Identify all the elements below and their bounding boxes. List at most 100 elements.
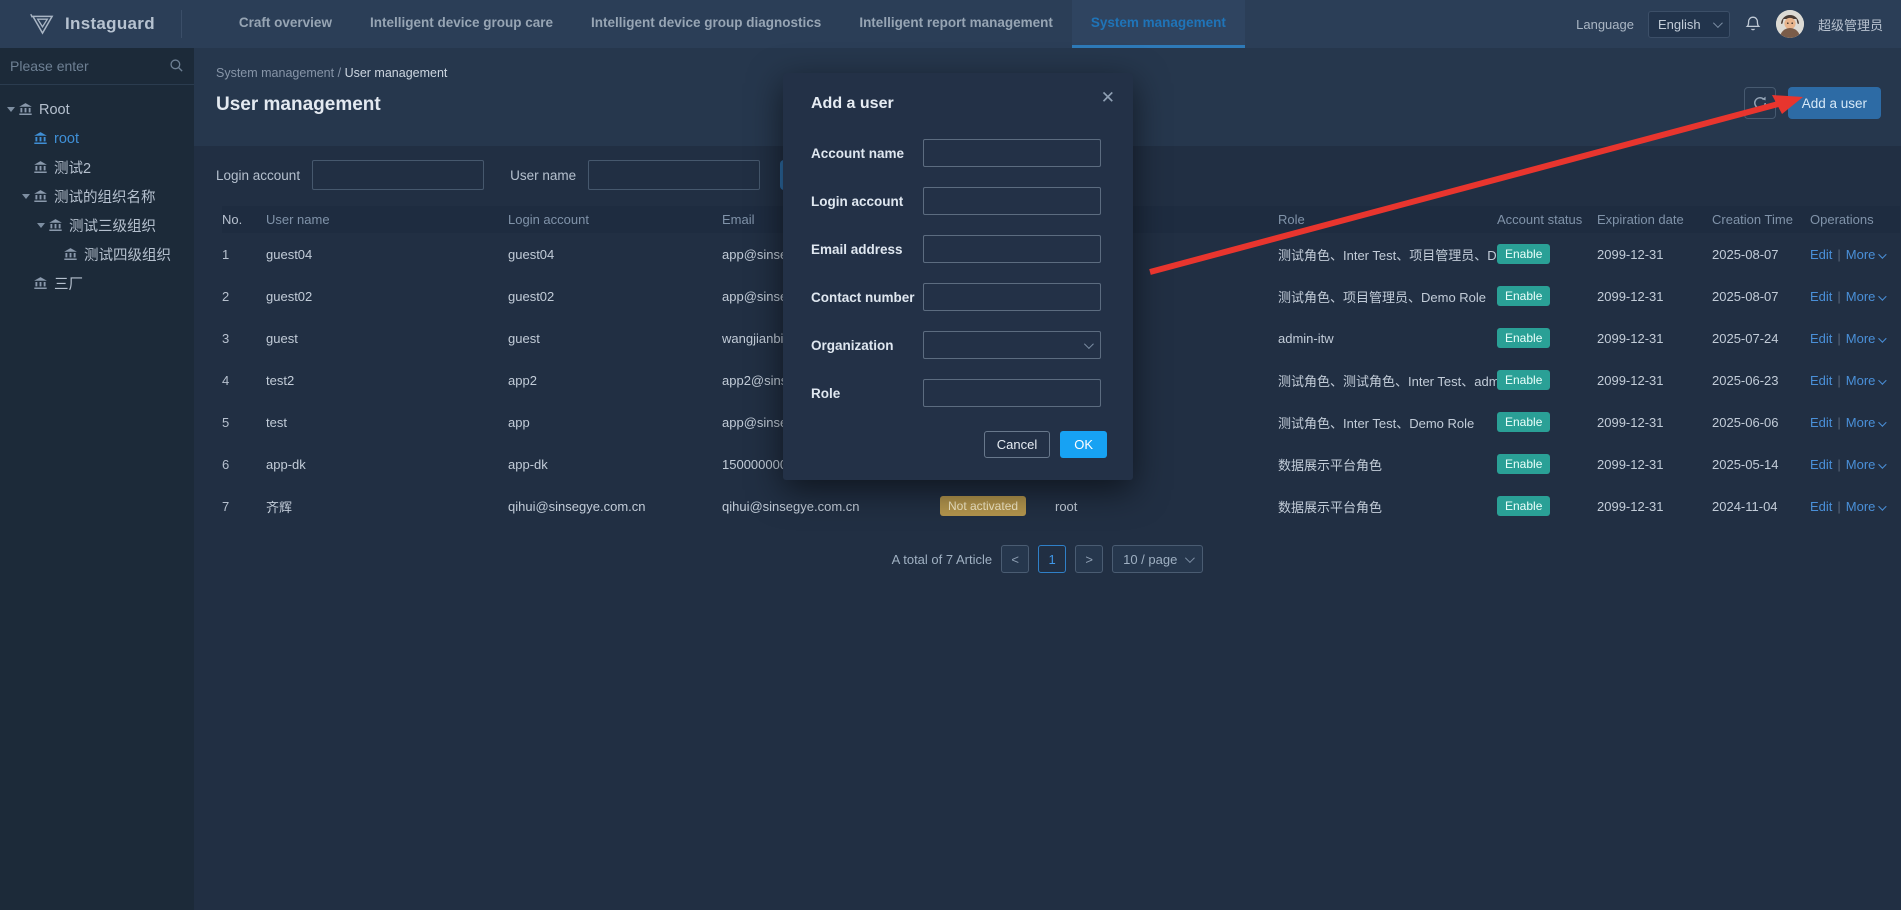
more-link[interactable]: More <box>1845 372 1876 388</box>
tree-item-test-level4-org[interactable]: 测试四级组织 <box>0 240 194 269</box>
pagination-prev-button[interactable]: < <box>1001 545 1030 573</box>
email-address-field[interactable] <box>923 235 1101 263</box>
organization-label: Organization <box>811 337 894 353</box>
more-link[interactable]: More <box>1845 414 1876 430</box>
contact-number-field[interactable] <box>923 283 1101 311</box>
login-account-filter-input[interactable] <box>312 160 485 190</box>
nav-item-system-management[interactable]: System management <box>1071 0 1245 48</box>
breadcrumb-parent[interactable]: System management <box>216 66 335 80</box>
role-field[interactable] <box>923 379 1101 407</box>
tree-item-root[interactable]: root <box>0 124 194 153</box>
nav-item-craft-overview[interactable]: Craft overview <box>238 15 332 30</box>
tree-item-test-level3-org[interactable]: 测试三级组织 <box>0 211 194 240</box>
refresh-button[interactable] <box>1743 87 1776 119</box>
tree-item-test-org-name[interactable]: 测试的组织名称 <box>0 182 194 211</box>
more-link[interactable]: More <box>1845 288 1876 304</box>
cell-creation-time: 2024-11-04 <box>1712 498 1778 514</box>
page-size-value: 10 / page <box>1123 551 1178 567</box>
edit-link[interactable]: Edit <box>1810 456 1833 472</box>
status-badge: Enable <box>1497 496 1551 516</box>
table-row: 5 test app app@sinseg 测试角色、Inter Test、De… <box>222 401 1900 443</box>
nav-item-report-management[interactable]: Intelligent report management <box>859 15 1053 30</box>
user-name-filter-input[interactable] <box>588 160 761 190</box>
more-link[interactable]: More <box>1845 246 1876 262</box>
cell-user-name: app-dk <box>266 456 306 472</box>
pagination-next-button[interactable]: > <box>1075 545 1104 573</box>
col-header-account-status: Account status <box>1497 206 1597 233</box>
cell-expiration-date: 2099-12-31 <box>1597 330 1664 346</box>
cell-role: 数据展示平台角色 <box>1278 499 1383 515</box>
cell-no: 5 <box>222 414 230 430</box>
organization-icon <box>33 276 48 291</box>
tree-item-third-factory[interactable]: 三厂 <box>0 269 194 298</box>
status-badge: Enable <box>1497 370 1551 390</box>
cell-expiration-date: 2099-12-31 <box>1597 288 1664 304</box>
edit-link[interactable]: Edit <box>1810 372 1833 388</box>
org-search-input[interactable] <box>0 48 194 84</box>
nav-item-device-group-care[interactable]: Intelligent device group care <box>369 15 554 30</box>
cell-login-account: qihui@sinsegye.com.cn <box>508 498 646 514</box>
brand-name: Instaguard <box>65 14 155 33</box>
close-icon[interactable]: ✕ <box>1100 88 1115 107</box>
top-navbar: Instaguard Craft overview Intelligent de… <box>0 0 1901 48</box>
cell-creation-time: 2025-07-24 <box>1712 330 1779 346</box>
organization-icon <box>33 131 48 146</box>
add-user-modal: Add a user ✕ Account name Login account … <box>783 73 1133 480</box>
cell-login-account: app <box>508 414 530 430</box>
caret-down-icon[interactable] <box>7 107 15 112</box>
pagination: A total of 7 Article < 1 > 10 / page <box>194 545 1901 573</box>
cell-no: 7 <box>222 498 230 514</box>
edit-link[interactable]: Edit <box>1810 498 1833 514</box>
tree-item-label: 三厂 <box>54 277 83 293</box>
col-header-creation-time: Creation Time <box>1712 206 1810 233</box>
cancel-button[interactable]: Cancel <box>983 431 1051 458</box>
bell-icon[interactable] <box>1744 15 1762 33</box>
search-icon[interactable] <box>169 58 184 73</box>
col-header-role: Role <box>1278 206 1497 233</box>
account-name-field[interactable] <box>923 139 1101 167</box>
organization-select[interactable] <box>923 331 1101 359</box>
more-link[interactable]: More <box>1845 456 1876 472</box>
more-link[interactable]: More <box>1845 330 1876 346</box>
cell-expiration-date: 2099-12-31 <box>1597 414 1664 430</box>
more-link[interactable]: More <box>1845 498 1876 514</box>
cell-user-name: test <box>266 414 287 430</box>
edit-link[interactable]: Edit <box>1810 246 1833 262</box>
edit-link[interactable]: Edit <box>1810 288 1833 304</box>
brand: Instaguard <box>0 0 181 48</box>
pagination-page-1[interactable]: 1 <box>1038 545 1067 573</box>
add-user-button[interactable]: Add a user <box>1787 87 1881 119</box>
user-name-filter-label: User name <box>510 167 577 183</box>
tree-item-root-top[interactable]: Root <box>0 95 194 124</box>
cell-no: 1 <box>222 246 230 262</box>
edit-link[interactable]: Edit <box>1810 330 1833 346</box>
caret-down-icon[interactable] <box>37 223 45 228</box>
table-row: 6 app-dk app-dk 1500000000 数据展示平台角色 Enab… <box>222 443 1900 485</box>
page-size-select[interactable]: 10 / page <box>1112 545 1204 573</box>
login-account-field[interactable] <box>923 187 1101 215</box>
nav-item-device-group-diagnostics[interactable]: Intelligent device group diagnostics <box>591 15 822 30</box>
cell-login-account: app2 <box>508 372 537 388</box>
organization-icon <box>48 218 63 233</box>
cell-no: 4 <box>222 372 230 388</box>
org-sidebar: Root root 测试2 测试的组织名称 测试三级组织 <box>0 48 194 910</box>
caret-down-icon[interactable] <box>22 194 30 199</box>
ok-button[interactable]: OK <box>1060 431 1107 458</box>
language-select[interactable]: English <box>1647 10 1730 38</box>
cell-login-account: guest <box>508 330 540 346</box>
avatar[interactable] <box>1775 10 1804 38</box>
tree-item-label: 测试的组织名称 <box>54 190 156 206</box>
chevron-down-icon <box>1878 417 1888 427</box>
cell-role: 数据展示平台角色 <box>1278 457 1383 473</box>
login-account-filter-label: Login account <box>216 167 301 183</box>
cell-user-name: guest <box>266 330 298 346</box>
cell-user-name: 齐辉 <box>266 499 293 515</box>
tree-item-test2[interactable]: 测试2 <box>0 153 194 182</box>
chevron-down-icon <box>1083 338 1094 349</box>
edit-link[interactable]: Edit <box>1810 414 1833 430</box>
cell-expiration-date: 2099-12-31 <box>1597 498 1664 514</box>
cell-role: admin-itw <box>1278 330 1334 346</box>
role-label: Role <box>811 385 841 401</box>
cell-email: app@sinseg <box>722 246 795 262</box>
main-nav: Craft overview Intelligent device group … <box>220 0 1245 48</box>
